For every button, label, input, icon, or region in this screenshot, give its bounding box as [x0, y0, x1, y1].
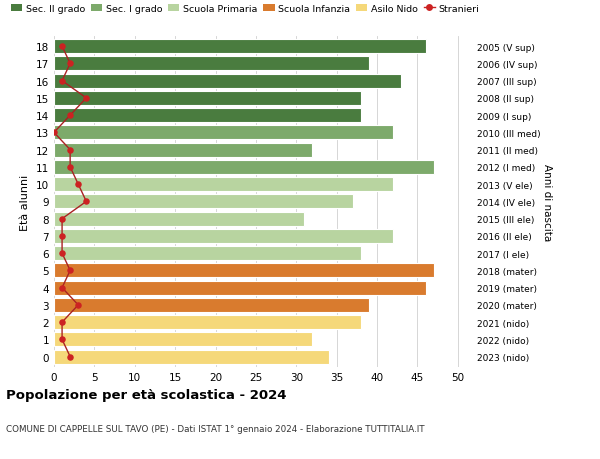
Point — [57, 233, 67, 240]
Point — [65, 164, 75, 171]
Point — [65, 61, 75, 68]
Bar — [54, 195, 353, 209]
Legend: Sec. II grado, Sec. I grado, Scuola Primaria, Scuola Infanzia, Asilo Nido, Stran: Sec. II grado, Sec. I grado, Scuola Prim… — [11, 5, 479, 14]
Y-axis label: Età alunni: Età alunni — [20, 174, 31, 230]
Point — [57, 284, 67, 292]
Point — [57, 44, 67, 51]
Bar — [54, 264, 434, 278]
Bar — [54, 315, 361, 330]
Bar — [54, 92, 361, 106]
Bar — [54, 126, 393, 140]
Point — [65, 267, 75, 274]
Bar — [54, 333, 313, 347]
Bar — [54, 57, 369, 71]
Point — [73, 181, 83, 188]
Bar — [54, 281, 425, 295]
Point — [57, 336, 67, 343]
Point — [65, 112, 75, 120]
Bar — [54, 109, 361, 123]
Text: COMUNE DI CAPPELLE SUL TAVO (PE) - Dati ISTAT 1° gennaio 2024 - Elaborazione TUT: COMUNE DI CAPPELLE SUL TAVO (PE) - Dati … — [6, 425, 425, 434]
Point — [82, 95, 91, 102]
Point — [57, 319, 67, 326]
Bar — [54, 161, 434, 174]
Point — [57, 78, 67, 85]
Bar — [54, 298, 369, 312]
Bar — [54, 74, 401, 89]
Point — [82, 198, 91, 206]
Point — [49, 129, 59, 137]
Point — [57, 215, 67, 223]
Point — [73, 302, 83, 309]
Point — [65, 147, 75, 154]
Point — [57, 250, 67, 257]
Bar — [54, 40, 425, 54]
Bar — [54, 143, 313, 157]
Point — [65, 353, 75, 361]
Text: Popolazione per età scolastica - 2024: Popolazione per età scolastica - 2024 — [6, 388, 287, 401]
Bar — [54, 350, 329, 364]
Bar — [54, 246, 361, 261]
Bar — [54, 230, 393, 243]
Bar — [54, 212, 304, 226]
Y-axis label: Anni di nascita: Anni di nascita — [542, 163, 551, 241]
Bar — [54, 178, 393, 192]
